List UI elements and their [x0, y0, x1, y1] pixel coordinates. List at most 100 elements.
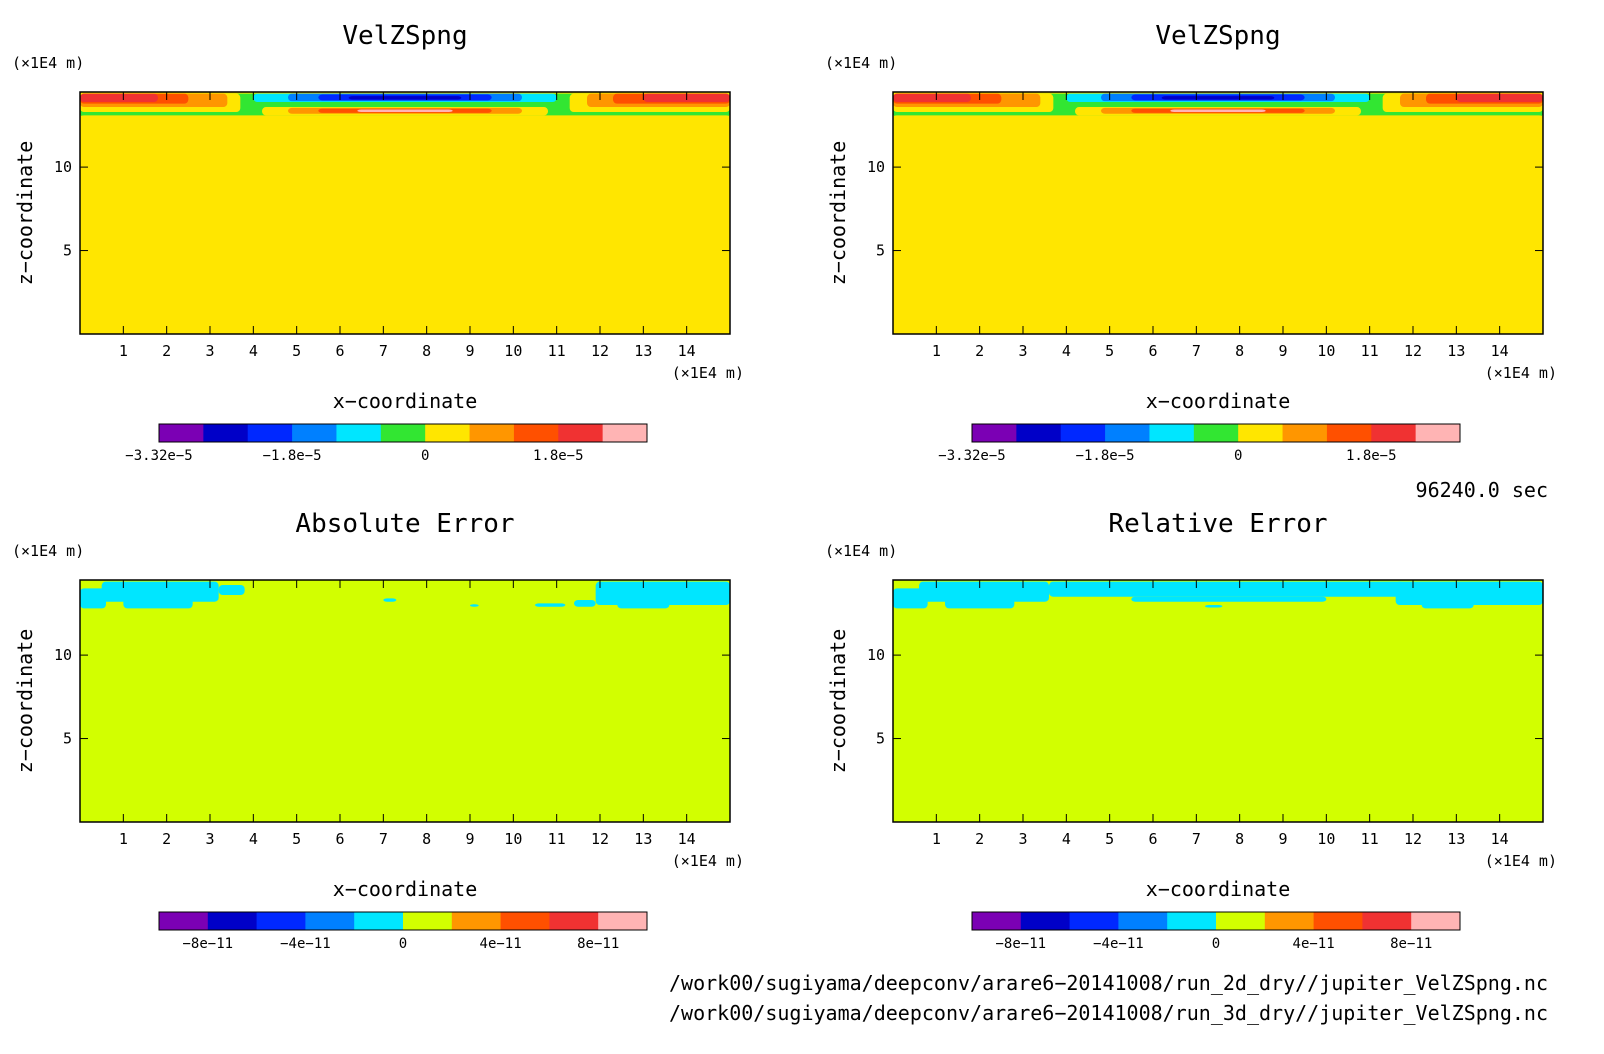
- x-tick-label: 3: [1018, 342, 1027, 360]
- colorbar-label: −4e−11: [1093, 936, 1144, 952]
- colorbar-label: 0: [399, 936, 407, 952]
- y-axis-label: z−coordinate: [826, 141, 850, 286]
- x-tick-label: 13: [634, 342, 652, 360]
- x-tick-label: 12: [591, 830, 609, 848]
- y-tick-label: 10: [54, 158, 72, 176]
- x-tick-label: 12: [591, 342, 609, 360]
- colorbar-label: 0: [1234, 448, 1242, 464]
- colorbar-swatch: [203, 424, 249, 442]
- field-region: [893, 93, 1543, 118]
- x-tick-label: 4: [249, 830, 258, 848]
- x-tick-label: 13: [1447, 830, 1465, 848]
- field-region: [617, 601, 670, 609]
- colorbar-swatch: [336, 424, 382, 442]
- x-tick-label: 13: [634, 830, 652, 848]
- colorbar-label: 1.8e−5: [533, 448, 584, 464]
- colorbar-swatch: [1016, 424, 1062, 442]
- colorbar-swatch: [305, 912, 355, 930]
- x-tick-label: 3: [1018, 830, 1027, 848]
- x-tick-label: 5: [292, 830, 301, 848]
- footer-path-1: /work00/sugiyama/deepconv/arare6−2014100…: [669, 971, 1548, 995]
- x-tick-label: 7: [379, 342, 388, 360]
- colorbar-swatch: [354, 912, 404, 930]
- field-background: [80, 92, 730, 334]
- y-unit-label: (×1E4 m): [825, 542, 897, 560]
- field-region: [1205, 605, 1223, 608]
- colorbar-swatch: [1193, 424, 1239, 442]
- colorbar-label: 4e−11: [480, 936, 522, 952]
- colorbar-swatch: [1282, 424, 1328, 442]
- field-region: [383, 598, 397, 602]
- field-region: [1395, 581, 1543, 606]
- chart-panel-3: Absolute Error(×1E4 m)1 2 3 4 5 6 7 8 9 10 11 12 13 1…: [12, 509, 744, 952]
- colorbar-swatch: [247, 424, 293, 442]
- x-unit-label: (×1E4 m): [1485, 852, 1557, 870]
- colorbar-swatch: [207, 912, 258, 930]
- colorbar-swatch: [1149, 424, 1195, 442]
- colorbar-label: 1.8e−5: [1346, 448, 1397, 464]
- x-axis-label: x−coordinate: [333, 389, 478, 413]
- field-region: [80, 93, 158, 103]
- field-region: [1049, 581, 1405, 597]
- x-tick-label: 2: [975, 342, 984, 360]
- x-unit-label: (×1E4 m): [672, 852, 744, 870]
- x-tick-label: 9: [1278, 342, 1287, 360]
- colorbar-swatch: [598, 912, 648, 930]
- x-tick-label: 13: [1447, 342, 1465, 360]
- colorbar-label: −1.8e−5: [263, 448, 322, 464]
- colorbar-label: 8e−11: [1390, 936, 1432, 952]
- colorbar-swatch: [513, 424, 559, 442]
- x-tick-label: 5: [1105, 830, 1114, 848]
- field-region: [1170, 109, 1266, 113]
- x-axis-label: x−coordinate: [333, 877, 478, 901]
- colorbar-label: −8e−11: [996, 936, 1047, 952]
- colorbar-swatch: [1216, 912, 1266, 930]
- x-axis-label: x−coordinate: [1146, 877, 1291, 901]
- chart-title: VelZSpng: [342, 21, 467, 51]
- x-tick-label: 1: [932, 342, 941, 360]
- y-unit-label: (×1E4 m): [12, 54, 84, 72]
- field-region: [101, 581, 219, 602]
- field-region: [80, 588, 106, 609]
- field-region: [80, 115, 730, 119]
- colorbar-swatch: [1167, 912, 1217, 930]
- x-tick-label: 9: [465, 830, 474, 848]
- field-region: [357, 109, 453, 113]
- x-tick-label: 6: [1148, 830, 1157, 848]
- y-axis-label: z−coordinate: [13, 141, 37, 286]
- colorbar-swatch: [1105, 424, 1150, 442]
- field-region: [893, 93, 971, 103]
- colorbar-swatch: [558, 424, 604, 442]
- colorbar-swatch: [1238, 424, 1284, 442]
- x-tick-label: 3: [205, 342, 214, 360]
- field-region: [893, 115, 1543, 119]
- x-tick-label: 9: [465, 342, 474, 360]
- colorbar-label: 8e−11: [577, 936, 619, 952]
- time-label: 96240.0 sec: [1416, 478, 1548, 502]
- x-axis-label: x−coordinate: [1146, 389, 1291, 413]
- field-region: [945, 598, 1015, 609]
- field-region: [919, 581, 1049, 602]
- colorbar-swatch: [1415, 424, 1461, 442]
- field-region: [218, 585, 245, 596]
- colorbar-label: −8e−11: [183, 936, 234, 952]
- x-tick-label: 14: [678, 342, 696, 360]
- x-unit-label: (×1E4 m): [672, 364, 744, 382]
- x-tick-label: 10: [1317, 342, 1335, 360]
- x-tick-label: 8: [422, 342, 431, 360]
- y-axis-label: z−coordinate: [13, 629, 37, 774]
- colorbar-swatch: [1060, 424, 1106, 442]
- y-tick-label: 5: [876, 242, 885, 260]
- x-tick-label: 5: [1105, 342, 1114, 360]
- x-tick-label: 7: [379, 830, 388, 848]
- colorbar-swatch: [972, 912, 1022, 930]
- y-axis-label: z−coordinate: [826, 629, 850, 774]
- colorbar-swatch: [1020, 912, 1071, 930]
- y-tick-label: 5: [63, 242, 72, 260]
- y-tick-label: 5: [63, 730, 72, 748]
- colorbar-swatch: [972, 424, 1017, 442]
- field-region: [535, 603, 566, 607]
- colorbar-frame: [158, 423, 648, 443]
- field-region: [348, 96, 462, 100]
- x-tick-label: 12: [1404, 342, 1422, 360]
